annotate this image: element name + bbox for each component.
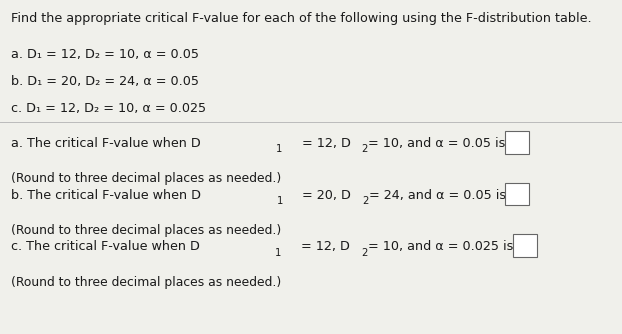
Text: = 12, D: = 12, D [298, 137, 351, 150]
Text: = 24, and α = 0.05 is: = 24, and α = 0.05 is [364, 189, 506, 202]
Bar [513, 234, 537, 257]
Text: = 10, and α = 0.025 is: = 10, and α = 0.025 is [364, 240, 513, 254]
Text: 1: 1 [276, 248, 282, 258]
Text: b. D₁ = 20, D₂ = 24, α = 0.05: b. D₁ = 20, D₂ = 24, α = 0.05 [11, 75, 199, 88]
Text: 1: 1 [276, 196, 283, 206]
Text: (Round to three decimal places as needed.): (Round to three decimal places as needed… [11, 224, 281, 237]
Text: 2: 2 [362, 196, 368, 206]
Text: Find the appropriate critical F-value for each of the following using the F-dist: Find the appropriate critical F-value fo… [11, 12, 592, 25]
Text: = 20, D: = 20, D [299, 189, 351, 202]
Text: 1: 1 [276, 144, 282, 154]
Text: (Round to three decimal places as needed.): (Round to three decimal places as needed… [11, 276, 281, 289]
Text: 2: 2 [362, 144, 368, 154]
Text: (Round to three decimal places as needed.): (Round to three decimal places as needed… [11, 172, 281, 185]
Text: a. D₁ = 12, D₂ = 10, α = 0.05: a. D₁ = 12, D₂ = 10, α = 0.05 [11, 48, 199, 61]
Bar [505, 131, 529, 154]
Text: = 10, and α = 0.05 is: = 10, and α = 0.05 is [364, 137, 506, 150]
Text: a. The critical F-value when D: a. The critical F-value when D [11, 137, 201, 150]
Text: b. The critical F-value when D: b. The critical F-value when D [11, 189, 201, 202]
Text: c. D₁ = 12, D₂ = 10, α = 0.025: c. D₁ = 12, D₂ = 10, α = 0.025 [11, 102, 207, 115]
Text: 2: 2 [361, 248, 368, 258]
Text: c. The critical F-value when D: c. The critical F-value when D [11, 240, 200, 254]
Bar [505, 183, 529, 205]
Text: = 12, D: = 12, D [297, 240, 350, 254]
